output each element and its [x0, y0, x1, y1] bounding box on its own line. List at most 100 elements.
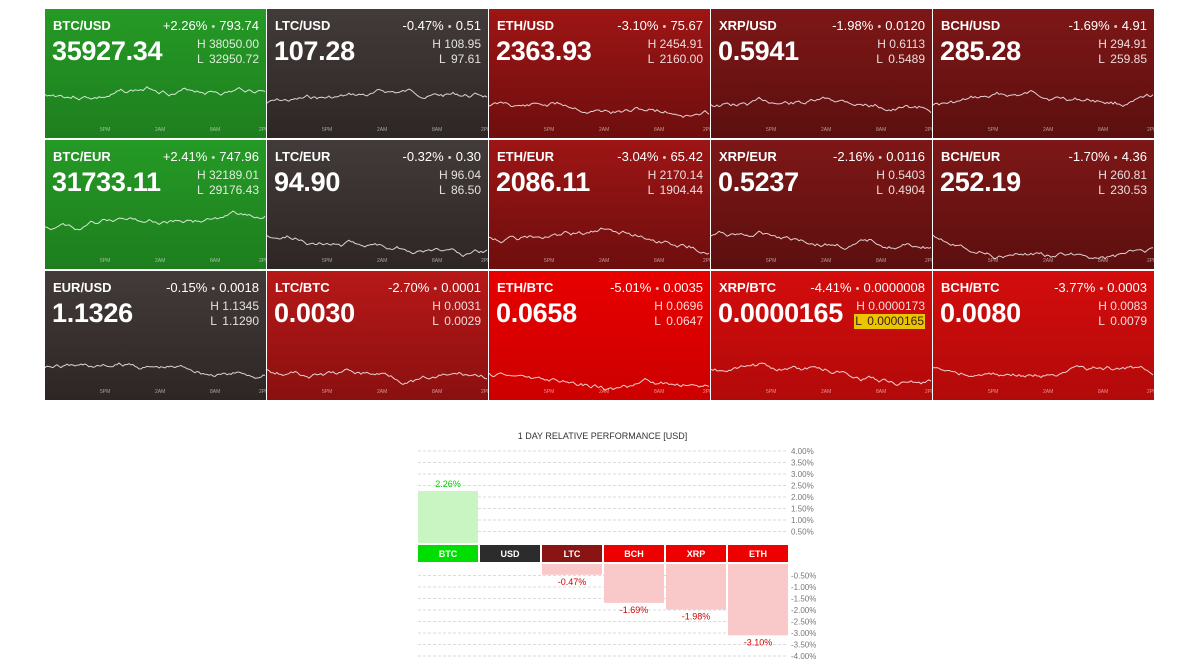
price-value: 0.0000165: [718, 298, 843, 328]
high-key: H: [432, 299, 441, 313]
time-tick: 2AM: [377, 389, 388, 395]
time-tick: 8AM: [210, 258, 221, 264]
ticker-tile[interactable]: 5PM2AM8AM2PMBTC/EUR+2.41% • 747.9631733.…: [45, 140, 266, 269]
bar: [728, 564, 788, 636]
change-absolute: 0.0003: [1107, 280, 1147, 295]
high-low: H 96.04 L 86.50: [439, 168, 481, 198]
time-tick: 2AM: [377, 127, 388, 133]
change-readout: -3.04% • 65.42: [617, 149, 703, 164]
y-tick-label: -1.50%: [791, 595, 816, 604]
high-value: H 0.6113: [876, 37, 925, 52]
price-value: 2086.11: [496, 167, 591, 197]
time-tick: 8AM: [432, 258, 443, 264]
change-percent: -2.70%: [388, 280, 430, 295]
change-percent: -1.70%: [1068, 149, 1110, 164]
time-tick: 2AM: [155, 389, 166, 395]
ticker-tile[interactable]: 5PM 2AM 8AM 2PM EUR/USD -0.15% • 0.0018 1.1326…: [45, 271, 266, 400]
ticker-tile[interactable]: 5PM 2AM 8AM 2PM ETH/EUR -3.04% • 65.42 2086.11…: [489, 140, 710, 269]
price-value: 94.90: [274, 167, 341, 197]
low-number: 0.0647: [666, 314, 703, 328]
ticker-tile[interactable]: 5PM 2AM 8AM 2PM XRP/EUR -2.16% • 0.0116 0.5237…: [711, 140, 932, 269]
change-absolute: 0.0035: [663, 280, 703, 295]
high-low: H 260.81 L 230.53: [1098, 168, 1147, 198]
low-key: L: [855, 314, 862, 328]
time-axis: 5PM 2AM 8AM 2PM: [711, 258, 932, 266]
pair-label: BCH/BTC: [941, 280, 1000, 295]
time-tick: 8AM: [1098, 258, 1109, 264]
low-key: L: [432, 314, 439, 328]
high-number: 96.04: [450, 168, 481, 182]
ticker-tile[interactable]: 5PM 2AM 8AM 2PM LTC/EUR -0.32% • 0.30 94.90 H96…: [267, 140, 488, 269]
ticker-tile[interactable]: 5PM 2AM 8AM 2PM ETH/BTC -5.01% • 0.0035 0.0658…: [489, 271, 710, 400]
high-number: 0.0031: [444, 299, 481, 313]
time-tick: 2PM: [1147, 258, 1154, 264]
change-absolute: 0.0116: [886, 149, 925, 164]
sparkline-path: [45, 210, 266, 231]
sparkline-path: [45, 362, 266, 379]
high-low: H 294.91 L 259.85: [1098, 37, 1147, 67]
high-number: 108.95: [444, 37, 481, 51]
category-label-box: [728, 545, 788, 562]
bar: [666, 564, 726, 610]
high-low: H 32189.01 L 29176.43: [197, 168, 259, 198]
time-tick: 2AM: [599, 258, 610, 264]
sparkline-path: [267, 88, 488, 104]
category-label: BCH: [624, 549, 644, 559]
time-tick: 8AM: [432, 127, 443, 133]
time-tick: 8AM: [654, 258, 665, 264]
y-tick-label: -2.50%: [791, 618, 816, 627]
bar-value-label: -0.47%: [558, 577, 587, 587]
change-absolute: 75.67: [670, 18, 703, 33]
time-tick: 5PM: [988, 389, 999, 395]
price-value: 2363.93: [496, 36, 592, 66]
sparkline-path: [267, 368, 488, 385]
low-key: L: [196, 183, 204, 197]
low-value: L 1.1290: [210, 314, 259, 329]
time-tick: 2AM: [599, 389, 610, 395]
time-tick: 5PM: [544, 258, 555, 264]
ticker-tile[interactable]: 5PM2AM8AM2PMBTC/USD+2.26% • 793.7435927.…: [45, 9, 266, 138]
high-value: H 2170.14: [648, 168, 703, 183]
time-axis: 5PM 2AM 8AM 2PM: [489, 127, 710, 135]
ticker-tile[interactable]: 5PM 2AM 8AM 2PM ETH/USD -3.10% • 75.67 2363.93…: [489, 9, 710, 138]
ticker-tile[interactable]: 5PM 2AM 8AM 2PM LTC/BTC -2.70% • 0.0001 0.0030…: [267, 271, 488, 400]
sparkline-path: [933, 365, 1154, 379]
y-tick-label: -3.50%: [791, 641, 816, 650]
low-value: L 0.0000165: [854, 314, 925, 329]
time-tick: 8AM: [210, 389, 221, 395]
change-readout: -2.70% • 0.0001: [388, 280, 481, 295]
time-axis: 5PM 2AM 8AM 2PM: [489, 389, 710, 397]
time-tick: 5PM: [100, 258, 111, 264]
pair-label: XRP/USD: [719, 18, 777, 33]
ticker-tile[interactable]: 5PM 2AM 8AM 2PM BCH/USD -1.69% • 4.91 285.28 H2…: [933, 9, 1154, 138]
ticker-tile[interactable]: 5PM 2AM 8AM 2PM BCH/BTC -3.77% • 0.0003 0.0080…: [933, 271, 1154, 400]
separator-dot: •: [444, 152, 455, 164]
category-label: ETH: [749, 549, 767, 559]
sparkline: [933, 90, 1154, 108]
high-low: H 0.0031 L 0.0029: [432, 299, 481, 329]
sparkline-path: [45, 86, 266, 101]
sparkline-path: [933, 234, 1154, 260]
price-value: 35927.34: [52, 36, 163, 66]
high-key: H: [1098, 168, 1107, 182]
sparkline: [933, 365, 1154, 379]
ticker-tile[interactable]: 5PM 2AM 8AM 2PM LTC/USD -0.47% • 0.51 107.28 H1…: [267, 9, 488, 138]
bar-value-label: -1.69%: [620, 605, 649, 615]
low-value: L 97.61: [432, 52, 481, 67]
time-tick: 8AM: [210, 127, 221, 133]
change-absolute: 4.36: [1121, 149, 1147, 164]
ticker-tile[interactable]: 5PM 2AM 8AM 2PM BCH/EUR -1.70% • 4.36 252.19 H2…: [933, 140, 1154, 269]
high-key: H: [1098, 299, 1107, 313]
low-value: L 32950.72: [197, 52, 259, 67]
ticker-tile[interactable]: 5PM 2AM 8AM 2PM XRP/USD -1.98% • 0.0120 0.5941…: [711, 9, 932, 138]
high-value: H 0.0031: [432, 299, 481, 314]
change-absolute: 65.42: [670, 149, 703, 164]
time-tick: 2PM: [481, 389, 488, 395]
high-low: H 108.95 L 97.61: [432, 37, 481, 67]
change-readout: -1.70% • 4.36: [1069, 149, 1147, 164]
ticker-tile[interactable]: 5PM2AM8AM2PMXRP/BTC-4.41% • 0.00000080.0…: [711, 271, 932, 400]
y-tick-label: 1.50%: [791, 505, 814, 514]
sparkline: [711, 230, 932, 251]
time-tick: 5PM: [766, 258, 777, 264]
sparkline: [45, 362, 266, 379]
